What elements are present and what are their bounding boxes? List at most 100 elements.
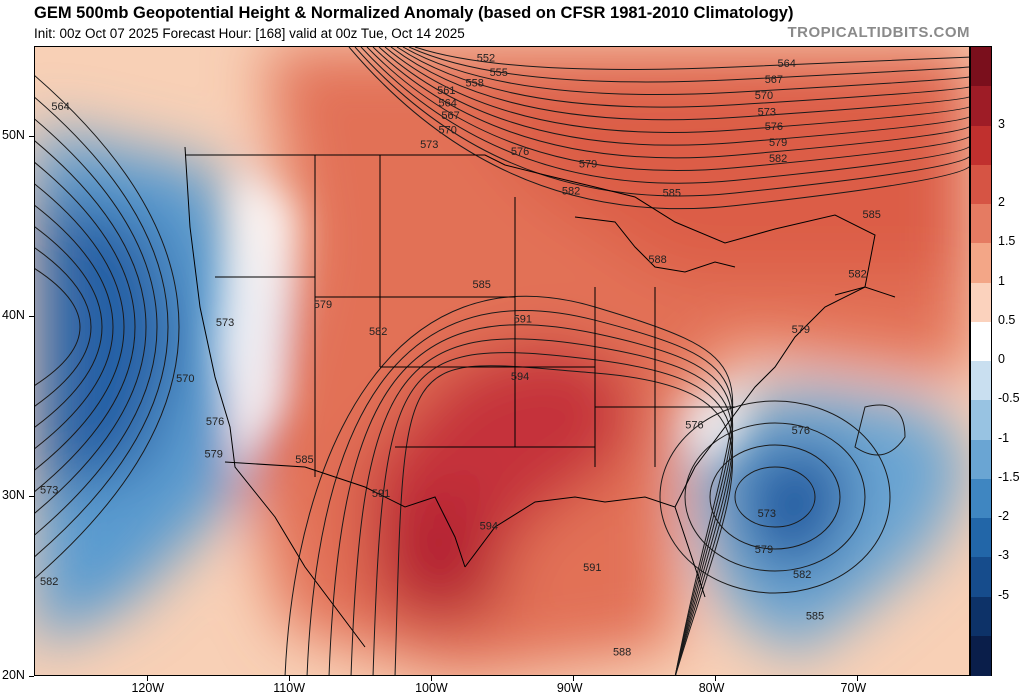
height-contour xyxy=(366,47,969,172)
strong-positive-core-south xyxy=(375,487,505,627)
contour-label: 588 xyxy=(613,646,631,658)
contour-label: 576 xyxy=(765,121,783,133)
neutral-band-west xyxy=(215,167,295,477)
colorbar-label: 3 xyxy=(998,116,1005,131)
contour-label: 564 xyxy=(51,101,69,113)
longitude-label: 120W xyxy=(131,681,165,695)
longitude-tick xyxy=(289,676,291,681)
latitude-tick xyxy=(29,676,34,677)
height-contour xyxy=(35,226,103,428)
colorbar-segment xyxy=(971,361,991,401)
colorbar-segment xyxy=(971,439,991,480)
colorbar-segment xyxy=(971,596,991,637)
longitude-tick xyxy=(147,676,149,681)
longitude-label: 70W xyxy=(840,681,867,695)
contour-label: 552 xyxy=(477,52,495,64)
latitude-tick xyxy=(29,136,34,137)
colorbar-segment xyxy=(971,47,991,87)
colorbar-segment xyxy=(971,478,991,519)
contour-label: 573 xyxy=(758,508,776,520)
map-frame[interactable]: 552 555 558 561 564 567 570 573 576 579 582 585 588 5… xyxy=(34,46,970,676)
height-contour xyxy=(414,47,969,70)
longitude-label: 90W xyxy=(556,681,583,695)
colorbar-segment xyxy=(971,86,991,126)
contour-label: 585 xyxy=(473,279,491,291)
contour-label: 558 xyxy=(465,78,483,90)
height-contour xyxy=(35,97,169,557)
colorbar-segment xyxy=(971,557,991,597)
height-contour xyxy=(306,310,733,675)
height-contour xyxy=(734,466,816,528)
height-contour xyxy=(35,118,158,536)
height-contour xyxy=(348,47,969,210)
map-subtitle: Init: 00z Oct 07 2025 Forecast Hour: [16… xyxy=(34,26,465,41)
contour-label: 555 xyxy=(490,67,508,79)
contour-label: 573 xyxy=(420,139,438,151)
height-contour xyxy=(854,404,906,456)
height-contours xyxy=(35,47,969,675)
site-credit: TROPICALTIDBITS.COM xyxy=(787,24,970,41)
latitude-label: 40N xyxy=(2,308,25,322)
contour-label: 579 xyxy=(755,544,773,556)
contour-label: 576 xyxy=(685,420,703,432)
contour-label: 591 xyxy=(372,488,390,500)
height-contour xyxy=(684,422,866,572)
longitude-tick xyxy=(572,676,574,681)
contour-label: 573 xyxy=(216,317,234,329)
height-contour xyxy=(384,47,969,133)
contour-label: 585 xyxy=(806,610,824,622)
colorbar-segment xyxy=(971,635,991,676)
contour-label: 570 xyxy=(439,124,457,136)
latitude-tick xyxy=(29,316,34,317)
height-contour xyxy=(659,400,891,594)
great-lakes xyxy=(574,216,736,273)
latitude-tick xyxy=(29,496,34,497)
height-contour xyxy=(35,205,114,449)
longitude-tick xyxy=(431,676,433,681)
contour-label: 564 xyxy=(439,97,457,109)
colorbar-label: -0.5 xyxy=(998,391,1020,406)
strong-negative-core-east xyxy=(735,437,855,567)
colorbar-label: 0 xyxy=(998,352,1005,366)
anomaly-colorbar xyxy=(970,46,992,676)
height-contour xyxy=(408,47,969,83)
contour-label: 579 xyxy=(205,448,223,460)
height-contour xyxy=(390,47,969,121)
height-contour xyxy=(360,47,969,184)
contour-label: 594 xyxy=(511,371,529,383)
latitude-label: 20N xyxy=(2,668,25,682)
height-contour xyxy=(35,247,92,407)
contour-label: 573 xyxy=(758,106,776,118)
latitude-label: 50N xyxy=(2,128,25,142)
colorbar-segment xyxy=(971,400,991,440)
contour-label: 585 xyxy=(863,209,881,221)
height-contour xyxy=(396,47,969,108)
contour-label: 576 xyxy=(511,146,529,158)
contour-label: 579 xyxy=(314,299,332,311)
height-contour xyxy=(35,268,81,386)
contour-label: 573 xyxy=(40,484,58,496)
map-title: GEM 500mb Geopotential Height & Normaliz… xyxy=(34,4,794,22)
colorbar-segment xyxy=(971,164,991,205)
contour-label: 582 xyxy=(40,576,58,588)
canada-us-border xyxy=(185,154,876,296)
colorbar-segment xyxy=(971,125,991,166)
contour-label: 579 xyxy=(792,324,810,336)
west-coast xyxy=(184,146,366,648)
east-coast xyxy=(674,286,896,508)
contour-label: 561 xyxy=(437,85,455,97)
contour-label: 591 xyxy=(583,562,601,574)
height-contour xyxy=(35,162,136,492)
height-contour xyxy=(378,47,969,146)
contour-label: 582 xyxy=(769,153,787,165)
contour-label: 585 xyxy=(663,187,681,199)
longitude-label: 100W xyxy=(415,681,448,695)
longitude-tick xyxy=(714,676,716,681)
contour-label: 582 xyxy=(793,569,811,581)
colorbar-label: -1 xyxy=(998,430,1010,445)
contour-label: 567 xyxy=(441,110,459,122)
colorbar-label: 2 xyxy=(998,195,1005,209)
colorbar-label: -5 xyxy=(998,587,1010,602)
strong-negative-core-west xyxy=(35,187,185,497)
